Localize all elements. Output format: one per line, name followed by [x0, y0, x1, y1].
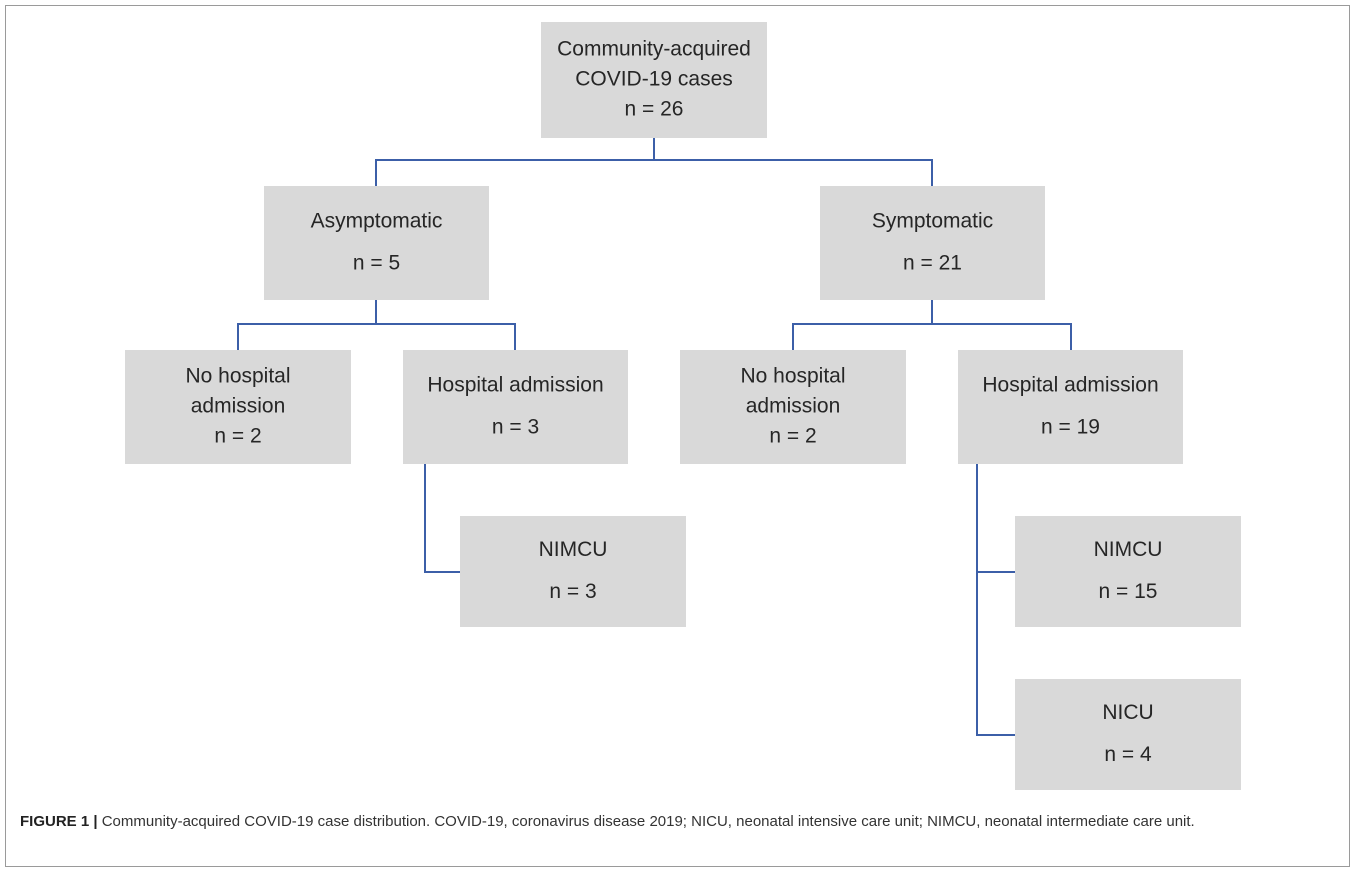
node-box — [820, 186, 1045, 300]
node-box — [403, 350, 628, 464]
node-label: Asymptomatic — [311, 210, 443, 233]
node-label: NIMCU — [1094, 538, 1163, 561]
node-label: Hospital admission — [427, 374, 603, 397]
edge — [976, 464, 1015, 736]
node-label: NICU — [1102, 701, 1153, 724]
node-box — [1015, 516, 1241, 627]
connectors — [237, 138, 1072, 736]
node-box — [1015, 679, 1241, 790]
node-box — [680, 350, 906, 464]
caption-label: FIGURE 1 | — [20, 813, 98, 830]
node-label: No hospital — [740, 365, 845, 388]
node-label: NIMCU — [539, 538, 608, 561]
node-count: n = 19 — [1041, 416, 1100, 439]
node-box — [958, 350, 1183, 464]
node-label: No hospital — [185, 365, 290, 388]
node-box — [264, 186, 489, 300]
node-count: n = 2 — [769, 425, 816, 448]
caption-text: Community-acquired COVID-19 case distrib… — [101, 813, 1195, 830]
node-label: Symptomatic — [872, 210, 993, 233]
node-label: COVID-19 cases — [575, 68, 733, 91]
node-count: n = 3 — [549, 580, 596, 603]
node-count: n = 5 — [353, 252, 400, 275]
edge — [792, 323, 1072, 350]
node-box — [460, 516, 686, 627]
edge — [237, 323, 516, 350]
node-label: Community-acquired — [557, 38, 751, 61]
node-label: admission — [746, 395, 841, 418]
node-count: n = 15 — [1099, 580, 1158, 603]
node-count: n = 21 — [903, 252, 962, 275]
node-label: Hospital admission — [982, 374, 1158, 397]
node-box — [125, 350, 351, 464]
node-count: n = 3 — [492, 416, 539, 439]
node-count: n = 2 — [214, 425, 261, 448]
node-count: n = 4 — [1104, 743, 1152, 766]
figure-frame — [5, 5, 1350, 867]
node-label: admission — [191, 395, 286, 418]
node-box — [541, 22, 767, 138]
node-count: n = 26 — [625, 98, 684, 121]
edge — [375, 159, 933, 186]
edge — [424, 464, 460, 573]
caption: FIGURE 1 | Community-acquired COVID-19 c… — [20, 808, 1330, 836]
